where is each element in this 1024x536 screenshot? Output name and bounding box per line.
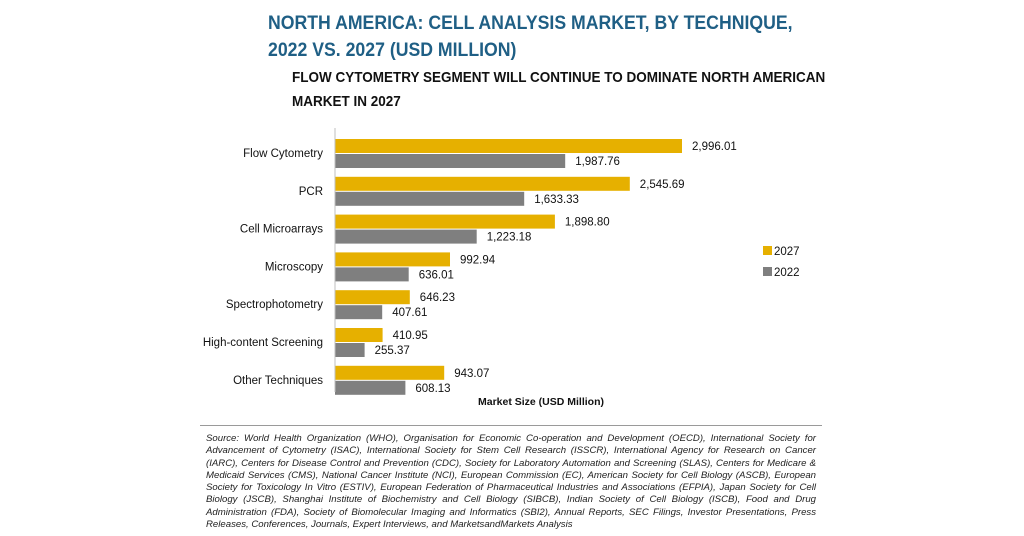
- category-labels: Flow Cytometry PCR Cell Microarrays Microsc…: [203, 148, 323, 387]
- bar-chart: Flow Cytometry PCR Cell Microarrays Microsc…: [203, 128, 800, 408]
- value-label: 407.61: [392, 307, 427, 319]
- value-label: 410.95: [393, 330, 428, 342]
- bar-2027-cell-microarrays: [335, 214, 555, 229]
- legend-label-2027: 2027: [774, 246, 800, 258]
- value-label: 636.01: [419, 269, 454, 281]
- value-label: 646.23: [420, 292, 455, 304]
- chart-subtitle-line-2: MARKET IN 2027: [292, 93, 401, 110]
- category-label: Other Techniques: [233, 375, 323, 387]
- value-label: 2,996.01: [692, 141, 737, 153]
- category-label: Spectrophotometry: [226, 299, 323, 311]
- source-divider: [200, 425, 822, 426]
- bar-2022-flow-cytometry: [335, 154, 566, 168]
- chart-title: NORTH AMERICA: CELL ANALYSIS MARKET, BY …: [268, 10, 793, 64]
- legend: 2027 2022: [763, 246, 800, 279]
- legend-swatch-2022: [763, 267, 772, 276]
- bar-2022-cell-microarrays: [335, 229, 477, 244]
- bar-2022-microscopy: [335, 267, 409, 282]
- chart-subtitle-line-1: FLOW CYTOMETRY SEGMENT WILL CONTINUE TO …: [292, 69, 826, 86]
- value-label: 943.07: [454, 368, 489, 380]
- bar-2027-high-content-screening: [335, 328, 383, 342]
- value-label: 608.13: [415, 383, 450, 395]
- chart-bars: [335, 139, 682, 395]
- value-label: 1,898.80: [565, 217, 610, 229]
- value-label: 1,223.18: [487, 232, 532, 244]
- x-axis-label: Market Size (USD Million): [478, 396, 604, 408]
- bar-2027-flow-cytometry: [335, 139, 682, 153]
- value-label: 1,987.76: [575, 156, 620, 168]
- value-label: 1,633.33: [534, 194, 579, 206]
- bar-2022-high-content-screening: [335, 343, 365, 357]
- legend-label-2022: 2022: [774, 267, 800, 279]
- bar-2027-spectrophotometry: [335, 290, 410, 305]
- value-labels: 2,996.01 1,987.76 2,545.69 1,633.33 1,898.80…: [375, 141, 737, 395]
- legend-swatch-2027: [763, 246, 772, 255]
- bar-2022-pcr: [335, 191, 525, 206]
- chart-title-line-2: 2022 VS. 2027 (USD MILLION): [268, 40, 517, 61]
- category-label: PCR: [299, 186, 323, 198]
- chart-title-line-1: NORTH AMERICA: CELL ANALYSIS MARKET, BY …: [268, 13, 793, 34]
- source-note: Source: World Health Organization (WHO),…: [206, 433, 816, 531]
- category-label: Microscopy: [265, 261, 323, 273]
- value-label: 2,545.69: [640, 179, 685, 191]
- bar-2027-other-techniques: [335, 365, 445, 380]
- category-label: Flow Cytometry: [243, 148, 323, 160]
- bar-2022-spectrophotometry: [335, 305, 383, 320]
- bar-2027-microscopy: [335, 252, 450, 267]
- value-label: 992.94: [460, 254, 496, 266]
- bar-2027-pcr: [335, 176, 630, 191]
- bar-2022-other-techniques: [335, 380, 406, 395]
- category-label: Cell Microarrays: [240, 224, 323, 236]
- category-label: High-content Screening: [203, 337, 323, 349]
- chart-subtitle: FLOW CYTOMETRY SEGMENT WILL CONTINUE TO …: [292, 66, 826, 114]
- value-label: 255.37: [375, 345, 410, 357]
